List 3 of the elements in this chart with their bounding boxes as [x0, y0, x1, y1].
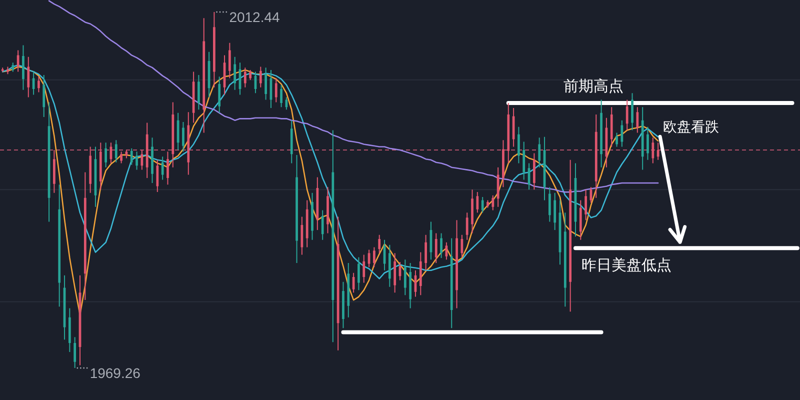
annotation: 1969.26 — [90, 365, 140, 381]
annotation: 2012.44 — [229, 9, 280, 25]
annotation: 欧盘看跌 — [663, 120, 720, 136]
